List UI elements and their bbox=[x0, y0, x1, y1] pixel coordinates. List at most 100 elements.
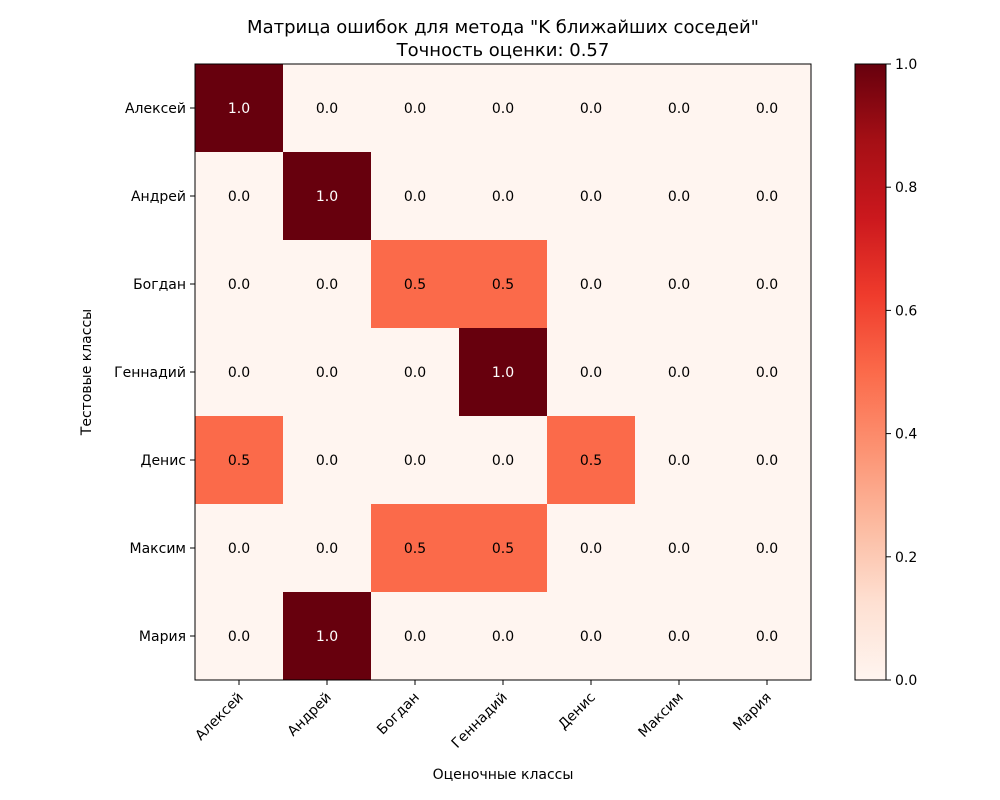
cell-value-label: 0.0 bbox=[668, 189, 690, 205]
heatmap-cell bbox=[195, 504, 284, 593]
y-tick-label: Алексей bbox=[125, 101, 186, 117]
cell-value-label: 0.5 bbox=[492, 541, 514, 557]
cell-value-label: 1.0 bbox=[316, 189, 338, 205]
colorbar-ticks: 0.0 0.2 0.4 0.6 0.8 1.0 bbox=[886, 57, 917, 689]
cell-value-label: 0.0 bbox=[492, 629, 514, 645]
heatmap-cell-labels: 1.0 0.0 0.0 0.0 0.0 0.0 0.0 0.0 1.0 0.0 0.0 0.0 0.0 0… bbox=[228, 101, 778, 645]
heatmap-cell bbox=[371, 64, 460, 153]
heatmap-cell bbox=[195, 152, 284, 241]
cell-value-label: 0.0 bbox=[580, 101, 602, 117]
cell-value-label: 0.0 bbox=[580, 189, 602, 205]
heatmap-cell bbox=[635, 240, 724, 329]
cell-value-label: 0.0 bbox=[668, 101, 690, 117]
cell-value-label: 1.0 bbox=[316, 629, 338, 645]
heatmap-cell bbox=[283, 240, 372, 329]
y-axis-label: Тестовые классы bbox=[79, 309, 95, 436]
cell-value-label: 0.0 bbox=[756, 277, 778, 293]
heatmap-cell bbox=[547, 152, 636, 241]
colorbar-tick-label: 0.4 bbox=[895, 427, 917, 443]
cell-value-label: 0.0 bbox=[756, 453, 778, 469]
heatmap-cell bbox=[283, 328, 372, 417]
cell-value-label: 0.0 bbox=[580, 541, 602, 557]
heatmap-cell bbox=[459, 240, 548, 329]
cell-value-label: 0.0 bbox=[228, 365, 250, 381]
cell-value-label: 0.0 bbox=[228, 189, 250, 205]
cell-value-label: 0.0 bbox=[668, 365, 690, 381]
colorbar-tick-label: 0.2 bbox=[895, 550, 917, 566]
cell-value-label: 0.0 bbox=[580, 629, 602, 645]
heatmap-cell bbox=[547, 64, 636, 153]
heatmap-cell bbox=[723, 64, 812, 153]
heatmap-cell bbox=[459, 152, 548, 241]
cell-value-label: 0.0 bbox=[404, 101, 426, 117]
cell-value-label: 0.0 bbox=[492, 189, 514, 205]
heatmap-cell bbox=[283, 64, 372, 153]
chart-subtitle: Точность оценки: 0.57 bbox=[396, 40, 610, 61]
cell-value-label: 0.0 bbox=[756, 541, 778, 557]
heatmap-cell bbox=[371, 240, 460, 329]
cell-value-label: 0.0 bbox=[756, 365, 778, 381]
heatmap-cell bbox=[635, 152, 724, 241]
heatmap-cell bbox=[459, 328, 548, 417]
heatmap-cell bbox=[635, 64, 724, 153]
y-tick-label: Андрей bbox=[131, 189, 186, 205]
heatmap-cell bbox=[723, 504, 812, 593]
cell-value-label: 0.0 bbox=[316, 541, 338, 557]
cell-value-label: 0.0 bbox=[228, 277, 250, 293]
heatmap-cell bbox=[195, 592, 284, 681]
heatmap-cell bbox=[547, 504, 636, 593]
cell-value-label: 0.0 bbox=[756, 101, 778, 117]
colorbar-tick-label: 0.8 bbox=[895, 180, 917, 196]
cell-value-label: 0.0 bbox=[316, 453, 338, 469]
heatmap-cell bbox=[283, 592, 372, 681]
heatmap-cell bbox=[723, 240, 812, 329]
cell-value-label: 0.0 bbox=[316, 277, 338, 293]
heatmap-cell bbox=[195, 328, 284, 417]
y-tick-label: Геннадий bbox=[114, 365, 186, 381]
y-tick-label: Мария bbox=[139, 629, 186, 645]
y-axis-ticks: Алексей Андрей Богдан Геннадий Денис Максим Ма… bbox=[114, 101, 195, 645]
heatmap-cell bbox=[547, 240, 636, 329]
cell-value-label: 0.0 bbox=[404, 365, 426, 381]
heatmap-cell bbox=[459, 416, 548, 505]
cell-value-label: 0.5 bbox=[404, 541, 426, 557]
heatmap-cell bbox=[371, 328, 460, 417]
heatmap-cell bbox=[195, 416, 284, 505]
heatmap-cell bbox=[371, 416, 460, 505]
heatmap-cell bbox=[459, 504, 548, 593]
cell-value-label: 0.0 bbox=[404, 453, 426, 469]
cell-value-label: 0.0 bbox=[404, 189, 426, 205]
cell-value-label: 0.0 bbox=[316, 101, 338, 117]
cell-value-label: 0.0 bbox=[228, 541, 250, 557]
cell-value-label: 0.0 bbox=[580, 365, 602, 381]
cell-value-label: 0.0 bbox=[316, 365, 338, 381]
cell-value-label: 0.0 bbox=[756, 189, 778, 205]
cell-value-label: 0.0 bbox=[668, 629, 690, 645]
heatmap-cell bbox=[195, 240, 284, 329]
cell-value-label: 0.0 bbox=[668, 541, 690, 557]
heatmap-cell bbox=[283, 504, 372, 593]
heatmap-cell bbox=[547, 328, 636, 417]
colorbar bbox=[854, 63, 887, 681]
heatmap-cell bbox=[371, 152, 460, 241]
heatmap-cell bbox=[635, 504, 724, 593]
heatmap-cell bbox=[283, 152, 372, 241]
cell-value-label: 0.0 bbox=[492, 453, 514, 469]
colorbar-tick-label: 0.0 bbox=[895, 673, 917, 689]
heatmap-cell bbox=[547, 592, 636, 681]
heatmap-cell bbox=[371, 504, 460, 593]
chart-title: Матрица ошибок для метода "K ближайших с… bbox=[247, 17, 759, 38]
colorbar-tick-label: 0.6 bbox=[895, 303, 917, 319]
heatmap-cell bbox=[371, 592, 460, 681]
cell-value-label: 0.0 bbox=[492, 101, 514, 117]
heatmap-cell bbox=[547, 416, 636, 505]
y-tick-label: Денис bbox=[141, 453, 187, 469]
heatmap-cells bbox=[195, 64, 812, 681]
cell-value-label: 0.5 bbox=[404, 277, 426, 293]
cell-value-label: 1.0 bbox=[492, 365, 514, 381]
y-tick-label: Богдан bbox=[133, 277, 186, 293]
heatmap-cell bbox=[459, 64, 548, 153]
heatmap-cell bbox=[283, 416, 372, 505]
cell-value-label: 0.0 bbox=[756, 629, 778, 645]
heatmap-cell bbox=[723, 152, 812, 241]
